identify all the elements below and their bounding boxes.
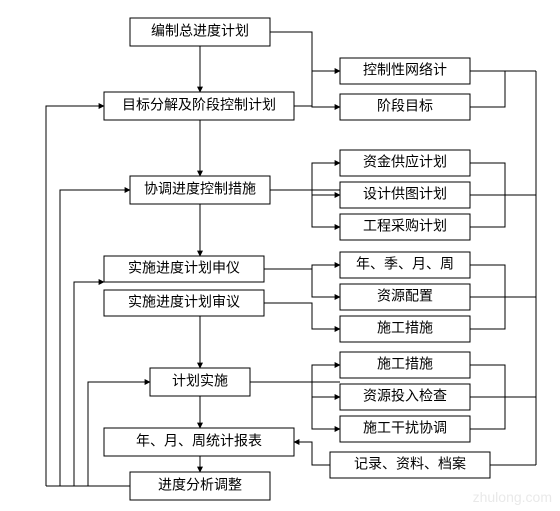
node-label: 阶段目标 [377,99,433,115]
flowchart-node: 年、季、月、周 [340,252,470,278]
node-label: 编制总进度计划 [151,24,249,40]
node-label: 计划实施 [172,374,228,390]
flowchart-node: 阶段目标 [340,94,470,120]
flowchart-node: 实施进度计划审议 [104,290,264,316]
flowchart-node: 编制总进度计划 [130,18,270,46]
node-label: 协调进度控制措施 [144,182,256,198]
flowchart-node: 资源配置 [340,284,470,310]
node-label: 资源投入检查 [363,389,447,405]
watermark: zhulong.com [473,489,552,505]
node-label: 实施进度计划申仪 [128,261,240,277]
flowchart-node: 计划实施 [150,368,250,396]
node-label: 年、月、周统计报表 [136,434,262,450]
node-label: 控制性网络计 [363,63,447,79]
node-label: 设计供图计划 [363,187,447,203]
flowchart-node: 施工干扰协调 [340,416,470,442]
flowchart-node: 协调进度控制措施 [130,176,270,204]
flowchart-node: 设计供图计划 [340,182,470,208]
node-label: 施工措施 [377,321,433,337]
flowchart-node: 资源投入检查 [340,384,470,410]
flowchart-canvas: 编制总进度计划目标分解及阶段控制计划协调进度控制措施实施进度计划申仪实施进度计划… [0,0,560,511]
node-label: 目标分解及阶段控制计划 [122,98,276,114]
node-label: 施工措施 [377,357,433,373]
flowchart-node: 目标分解及阶段控制计划 [104,92,294,120]
node-label: 施工干扰协调 [363,421,447,437]
flowchart-node: 施工措施 [340,316,470,342]
flowchart-node: 实施进度计划申仪 [104,256,264,282]
flowchart-node: 进度分析调整 [130,472,270,500]
flowchart-node: 记录、资料、档案 [330,452,490,478]
flowchart-node: 年、月、周统计报表 [104,428,294,456]
node-label: 工程采购计划 [363,219,447,235]
node-label: 实施进度计划审议 [128,295,240,311]
node-label: 资金供应计划 [363,154,447,171]
node-label: 年、季、月、周 [356,257,454,273]
flowchart-node: 资金供应计划 [340,150,470,176]
node-label: 资源配置 [377,289,433,305]
node-label: 进度分析调整 [158,478,242,494]
flowchart-node: 工程采购计划 [340,214,470,240]
node-label: 记录、资料、档案 [354,456,466,473]
flowchart-node: 控制性网络计 [340,58,470,84]
flowchart-node: 施工措施 [340,352,470,378]
